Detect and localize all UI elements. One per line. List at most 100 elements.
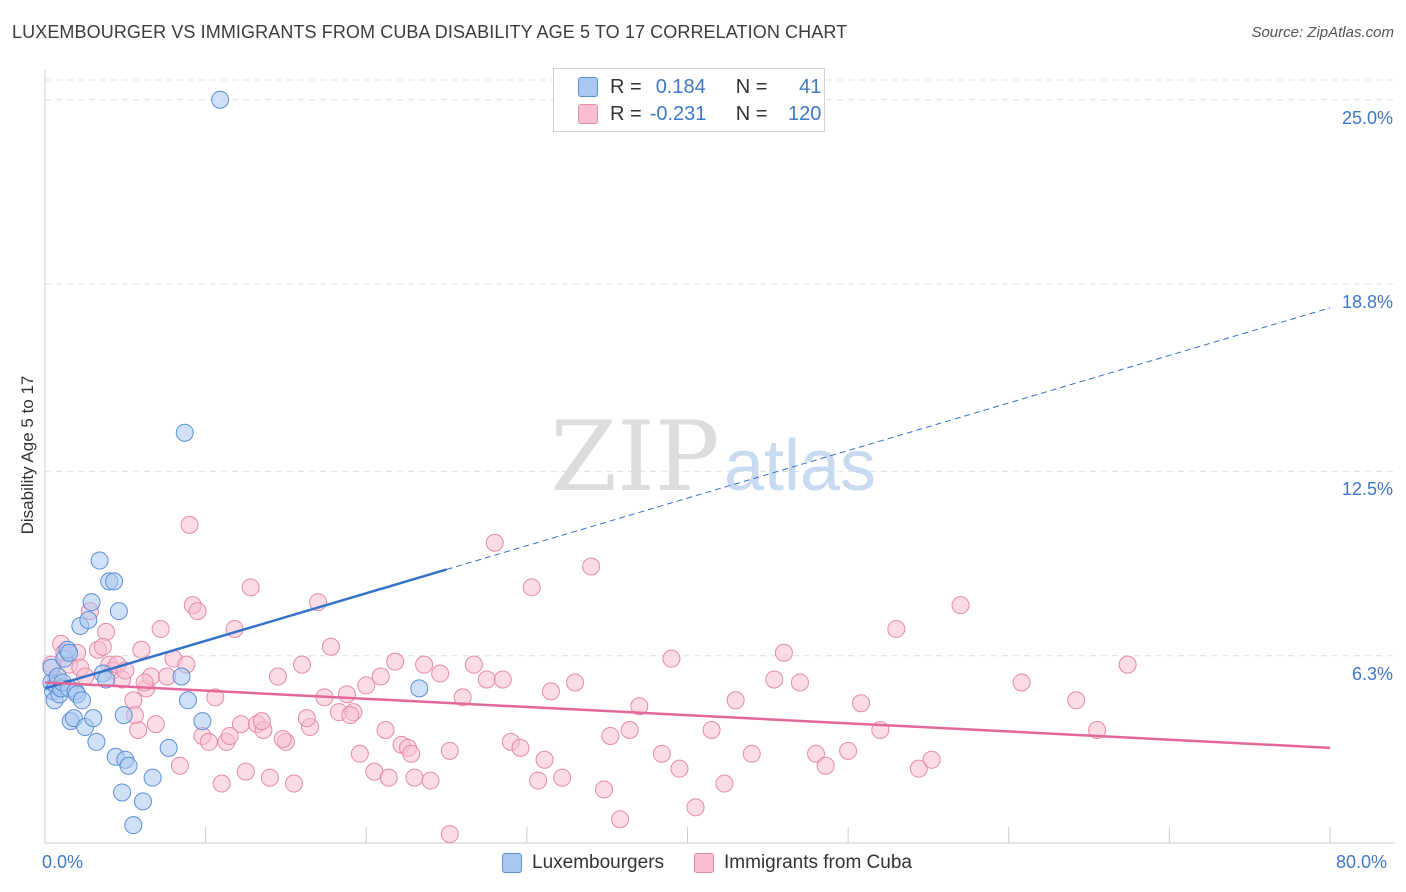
data-point <box>151 619 170 638</box>
y-tick-label: 6.3% <box>1351 663 1393 684</box>
data-point <box>594 780 613 799</box>
data-point <box>180 515 199 534</box>
data-point <box>522 578 541 597</box>
data-point <box>493 670 512 689</box>
data-point <box>742 744 761 763</box>
watermark-atlas: atlas <box>724 426 876 506</box>
data-point <box>84 709 103 728</box>
data-point <box>376 721 395 740</box>
data-point <box>702 721 721 740</box>
data-point <box>268 667 287 686</box>
data-point <box>630 697 649 716</box>
data-point <box>511 738 530 757</box>
data-point <box>553 768 572 787</box>
data-point <box>807 744 825 763</box>
data-point <box>220 726 239 745</box>
data-point <box>371 667 390 686</box>
legend-item-immigrants-from-cuba[interactable]: Immigrants from Cuba <box>694 852 912 874</box>
data-point <box>440 741 459 760</box>
data-point <box>132 640 151 659</box>
data-point <box>82 593 101 612</box>
data-point <box>464 655 483 674</box>
data-point <box>1012 673 1031 692</box>
data-point <box>405 768 424 787</box>
legend-n-label: N = <box>735 75 768 98</box>
legend-swatch-blue <box>502 853 522 873</box>
data-point <box>175 423 194 442</box>
data-point <box>402 744 421 763</box>
x-tick-label-min: 0.0% <box>42 852 84 872</box>
data-point <box>357 676 376 695</box>
data-point <box>119 756 138 775</box>
data-point <box>582 557 601 576</box>
data-point <box>415 655 434 674</box>
data-point <box>172 667 191 686</box>
data-point <box>839 741 858 760</box>
data-point <box>909 759 928 778</box>
data-point <box>421 771 440 790</box>
source-credit: Source: ZipAtlas.com <box>1251 24 1394 41</box>
legend-item-luxembourgers[interactable]: Luxembourgers <box>502 852 664 874</box>
data-point <box>188 602 207 621</box>
data-point <box>87 732 106 751</box>
legend-swatch-blue <box>578 77 598 97</box>
data-point <box>922 750 941 769</box>
data-point <box>337 685 356 704</box>
legend-label-luxembourgers: Luxembourgers <box>532 852 665 873</box>
data-point <box>211 90 230 109</box>
data-point <box>129 721 148 740</box>
data-point <box>193 712 212 731</box>
data-point <box>79 611 98 630</box>
data-point <box>159 738 178 757</box>
data-point <box>686 798 705 817</box>
data-point <box>410 679 429 698</box>
data-point <box>601 726 620 745</box>
data-point <box>297 709 316 728</box>
legend-r-value: -0.231 <box>649 102 707 125</box>
data-point <box>97 622 116 641</box>
y-tick-label: 12.5% <box>1341 479 1393 500</box>
data-point <box>851 694 870 713</box>
legend-n-value: 120 <box>788 102 822 125</box>
data-point <box>662 649 681 668</box>
legend-swatch-pink <box>578 104 598 124</box>
chart-title: LUXEMBOURGER VS IMMIGRANTS FROM CUBA DIS… <box>12 22 848 42</box>
data-point <box>774 643 793 662</box>
data-point <box>143 768 162 787</box>
correlation-legend: R = 0.184 N = 41 R = -0.231 N = 120 <box>553 68 825 132</box>
data-point <box>72 691 91 710</box>
data-point <box>1118 655 1137 674</box>
data-point <box>620 721 639 740</box>
y-tick-label: 25.0% <box>1341 107 1393 128</box>
data-point <box>670 759 689 778</box>
data-point <box>199 732 218 751</box>
trend-line-immigrants-from-cuba <box>44 681 1331 750</box>
data-point <box>529 771 548 790</box>
data-point <box>93 637 112 656</box>
data-point <box>652 744 671 763</box>
watermark: ZIP atlas <box>550 401 876 513</box>
data-point <box>124 816 143 835</box>
legend-r-value: 0.184 <box>655 75 706 98</box>
series-luxembourgers <box>42 90 429 835</box>
series-immigrants-from-cuba <box>42 515 1137 844</box>
data-point <box>260 768 279 787</box>
data-point <box>113 783 132 802</box>
legend-r-label: R = <box>610 102 642 125</box>
data-point <box>90 551 109 570</box>
gridlines <box>45 79 1395 657</box>
data-point <box>485 533 504 552</box>
data-point <box>541 682 560 701</box>
trend-line-luxembourgers-extrapolated <box>446 307 1331 570</box>
data-point <box>60 643 79 662</box>
legend-r-label: R = <box>610 75 642 98</box>
data-point <box>715 774 734 793</box>
data-point <box>1088 721 1107 740</box>
data-point <box>535 750 554 769</box>
data-point <box>170 756 189 775</box>
legend-row-luxembourgers: R = 0.184 N = 41 <box>578 75 821 99</box>
data-point <box>341 706 360 725</box>
data-point <box>350 744 369 763</box>
data-point <box>105 572 124 591</box>
